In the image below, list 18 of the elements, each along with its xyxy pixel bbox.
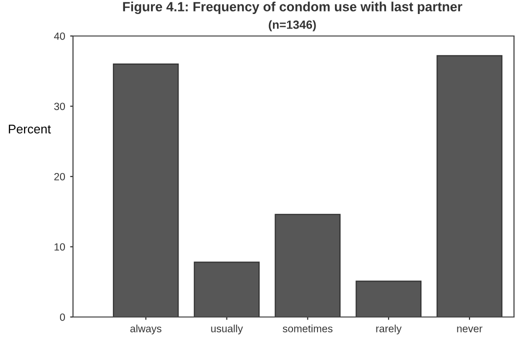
y-tick-label: 30 <box>54 102 65 110</box>
x-tick-label: sometimes <box>282 324 332 332</box>
y-tick-label: 20 <box>54 173 65 180</box>
y-tick-label: 10 <box>54 243 65 251</box>
chart-subtitle: (n=1346) <box>268 20 316 32</box>
x-tick-label: never <box>457 326 482 332</box>
bar <box>194 262 260 317</box>
x-tick-label: always <box>130 324 162 334</box>
bar <box>112 64 179 317</box>
bar <box>274 214 341 317</box>
y-tick-label: 0 <box>60 314 65 321</box>
x-tick-label: rarely <box>376 324 402 334</box>
bar <box>356 280 422 317</box>
bar <box>436 55 502 317</box>
y-tick-label: 40 <box>54 32 65 40</box>
x-tick-label: usually <box>211 324 243 334</box>
y-axis-title: Percent <box>8 124 51 134</box>
chart-title: Figure 4.1: Frequency of condom use with last partner <box>123 2 462 14</box>
